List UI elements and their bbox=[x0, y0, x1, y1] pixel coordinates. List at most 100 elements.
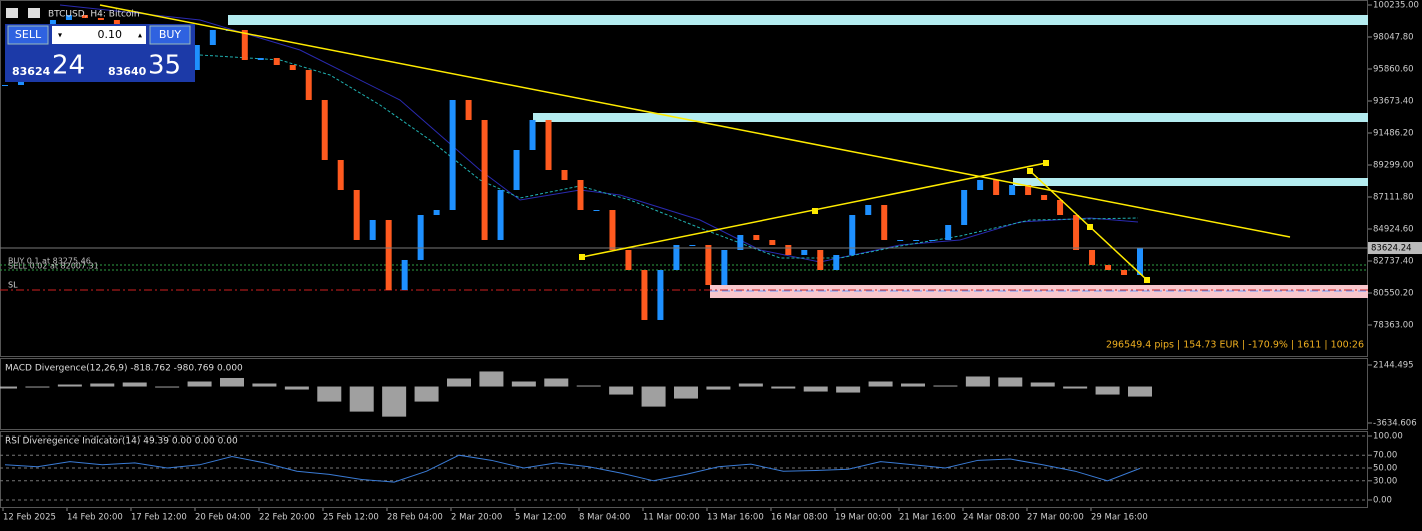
histogram-bar bbox=[414, 386, 439, 402]
x-tick-label: 12 Feb 2025 bbox=[3, 513, 56, 523]
candle bbox=[961, 189, 968, 225]
candle bbox=[849, 215, 856, 256]
moving-average bbox=[59, 4, 1139, 263]
x-tick-label: 22 Feb 20:00 bbox=[259, 513, 315, 523]
x-tick-label: 11 Mar 00:00 bbox=[643, 513, 700, 523]
last-price-label: 83624.24 bbox=[1371, 244, 1412, 254]
candle bbox=[881, 204, 888, 240]
histogram-bar bbox=[1063, 386, 1088, 389]
histogram-bar bbox=[90, 383, 115, 387]
candle bbox=[689, 244, 696, 246]
y-tick-label: 78363.00 bbox=[1373, 320, 1414, 330]
sell-label[interactable]: SELL bbox=[15, 28, 42, 41]
candle bbox=[769, 239, 776, 245]
candle bbox=[289, 64, 296, 71]
y-tick-label: 82737.40 bbox=[1373, 256, 1414, 266]
candle bbox=[1041, 195, 1048, 200]
candle bbox=[113, 19, 120, 25]
bid-price: 83624 bbox=[12, 65, 51, 78]
candle bbox=[241, 30, 248, 60]
candle bbox=[1089, 249, 1096, 265]
candle bbox=[193, 44, 200, 71]
menu-icon[interactable] bbox=[6, 8, 18, 18]
x-tick-label: 19 Mar 00:00 bbox=[835, 513, 892, 523]
histogram-bar bbox=[25, 386, 50, 388]
candle bbox=[817, 249, 824, 270]
x-tick-label: 13 Mar 16:00 bbox=[707, 513, 764, 523]
buy-label[interactable]: BUY bbox=[159, 28, 182, 41]
x-tick-label: 29 Mar 16:00 bbox=[1091, 513, 1148, 523]
anchor-point bbox=[1027, 168, 1033, 174]
lot-input[interactable] bbox=[52, 26, 146, 44]
histogram-bar bbox=[284, 386, 309, 390]
candle bbox=[1105, 264, 1112, 270]
trendline bbox=[99, 4, 1291, 238]
y-tick-label: 80550.20 bbox=[1373, 288, 1414, 298]
x-tick-label: 20 Feb 04:00 bbox=[195, 513, 251, 523]
x-tick-label: 8 Mar 04:00 bbox=[579, 513, 630, 523]
candle bbox=[481, 119, 488, 240]
anchor-point bbox=[1087, 224, 1093, 230]
lot-decrease[interactable]: ▾ bbox=[58, 31, 62, 40]
candle bbox=[929, 239, 936, 241]
candle bbox=[993, 179, 1000, 196]
y-tick-label: 30.00 bbox=[1373, 476, 1397, 486]
candle bbox=[369, 219, 376, 240]
x-tick-label: 27 Mar 00:00 bbox=[1027, 513, 1084, 523]
candle bbox=[433, 209, 440, 216]
histogram-bar bbox=[836, 386, 861, 393]
histogram-bar bbox=[382, 386, 407, 417]
sell-button[interactable] bbox=[7, 25, 49, 45]
candle bbox=[321, 99, 328, 160]
histogram-bar bbox=[0, 386, 17, 389]
macd-frame bbox=[0, 358, 1368, 430]
candle bbox=[209, 30, 216, 45]
x-tick-label: 16 Mar 08:00 bbox=[771, 513, 828, 523]
candle bbox=[417, 215, 424, 260]
histogram-bar bbox=[609, 386, 634, 395]
candle bbox=[1137, 248, 1143, 276]
histogram-bar bbox=[187, 381, 212, 387]
histogram-bar bbox=[641, 386, 666, 407]
bid-pips: 24 bbox=[52, 51, 85, 81]
candle bbox=[593, 209, 600, 211]
histogram-bar bbox=[674, 386, 698, 399]
anchor-point bbox=[1144, 277, 1150, 283]
candle bbox=[1121, 269, 1128, 276]
ask-price: 83640 bbox=[108, 65, 147, 78]
candle bbox=[337, 159, 344, 190]
buy-button[interactable] bbox=[149, 25, 191, 45]
histogram-bar bbox=[1030, 382, 1055, 387]
candle bbox=[1025, 184, 1032, 196]
histogram-bar bbox=[317, 386, 342, 402]
y-tick-label: 70.00 bbox=[1373, 451, 1397, 461]
candle bbox=[657, 269, 664, 320]
y-tick-label: 50.00 bbox=[1373, 464, 1397, 474]
histogram-bar bbox=[349, 386, 374, 412]
histogram-bar bbox=[706, 386, 731, 390]
histogram-bar bbox=[252, 383, 277, 387]
supply-zone bbox=[228, 15, 1368, 25]
y-tick-label: 95860.60 bbox=[1373, 64, 1414, 74]
y-tick-label: 100235.00 bbox=[1373, 1, 1419, 11]
x-tick-label: 24 Mar 08:00 bbox=[963, 513, 1020, 523]
lot-increase[interactable]: ▴ bbox=[138, 31, 142, 40]
ask-pips: 35 bbox=[148, 51, 181, 81]
candle bbox=[497, 189, 504, 240]
moving-average bbox=[199, 54, 1139, 259]
histogram-bar bbox=[933, 385, 958, 387]
lot-value[interactable]: 0.10 bbox=[98, 28, 123, 41]
candle bbox=[401, 259, 408, 290]
y-tick-label: 100.00 bbox=[1373, 432, 1403, 442]
x-tick-label: 2 Mar 20:00 bbox=[451, 513, 502, 523]
macd-title: MACD Divergence(12,26,9) -818.762 -980.7… bbox=[5, 364, 243, 374]
histogram-bar bbox=[155, 386, 180, 388]
sl-label: SL bbox=[8, 281, 18, 290]
candle bbox=[273, 58, 280, 65]
candle bbox=[737, 235, 744, 250]
sell-order-label: SELL 0.02 at 82007.31 bbox=[8, 262, 99, 271]
candle bbox=[545, 119, 552, 171]
anchor-point bbox=[812, 208, 818, 214]
candle bbox=[785, 244, 792, 256]
chart-icon[interactable] bbox=[28, 8, 40, 18]
